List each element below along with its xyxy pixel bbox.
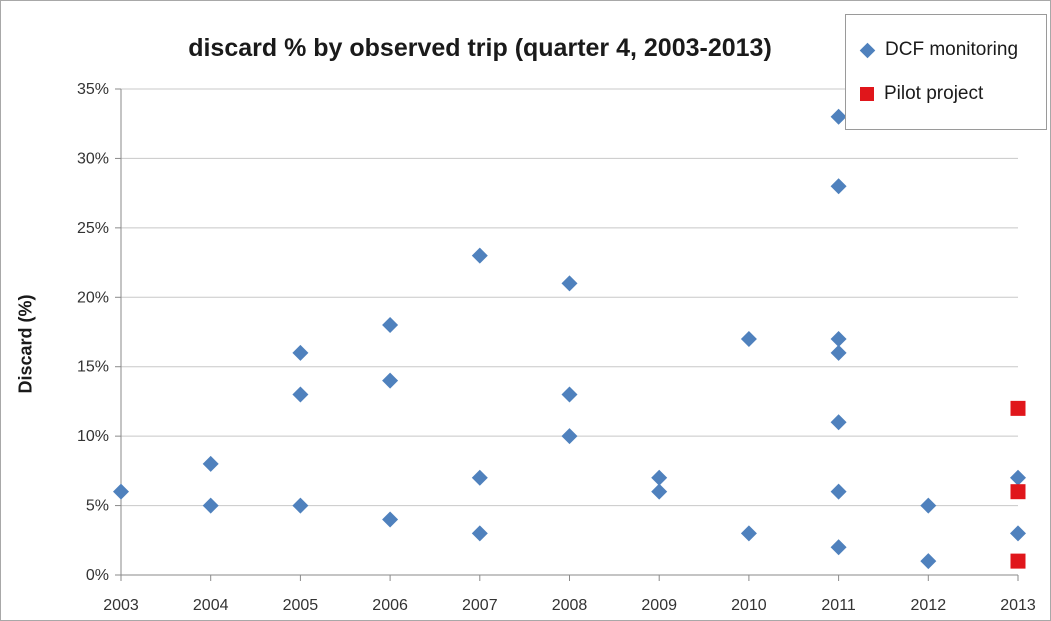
data-point-dcf-monitoring [202,455,219,472]
data-point-dcf-monitoring [113,483,129,500]
data-point-dcf-monitoring [830,330,847,347]
data-points [113,108,1026,570]
data-point-dcf-monitoring [830,108,847,125]
data-point-dcf-monitoring [920,497,937,514]
data-point-dcf-monitoring [561,275,578,292]
legend: DCF monitoring Pilot project [845,14,1047,130]
data-point-dcf-monitoring [382,317,399,334]
data-point-dcf-monitoring [561,386,578,403]
x-tick-label: 2006 [372,597,408,614]
legend-label: DCF monitoring [885,39,1019,60]
data-point-dcf-monitoring [471,247,488,264]
legend-label: Pilot project [884,83,984,104]
chart-title: discard % by observed trip (quarter 4, 2… [188,34,772,62]
x-tick-label: 2013 [1000,597,1036,614]
y-tick-label: 25% [77,220,109,237]
data-point-dcf-monitoring [471,469,488,486]
data-point-dcf-monitoring [471,525,488,542]
data-point-dcf-monitoring [740,330,757,347]
x-tick-labels: 2003 2004 2005 2006 2007 2008 2009 2010 2011 2012… [103,597,1036,614]
data-point-dcf-monitoring [382,511,399,528]
x-tick-label: 2003 [103,597,139,614]
axes [115,88,1019,581]
x-tick-label: 2007 [462,597,498,614]
data-point-dcf-monitoring [740,525,757,542]
data-point-dcf-monitoring [202,497,219,514]
x-tick-label: 2008 [552,597,588,614]
data-point-dcf-monitoring [1010,525,1026,542]
data-point-dcf-monitoring [830,539,847,556]
x-tick-label: 2011 [821,597,856,614]
legend-item-dcf-monitoring: DCF monitoring [859,39,1019,61]
data-point-dcf-monitoring [382,372,399,389]
x-tick-label: 2010 [731,597,767,614]
data-point-pilot-project [1010,553,1026,569]
data-point-pilot-project [1010,484,1026,500]
y-tick-label: 30% [77,150,109,167]
data-point-dcf-monitoring [651,483,668,500]
y-tick-labels: 0% 5% 10% 15% 20% 25% 30% 35% [77,81,109,584]
x-tick-label: 2012 [911,597,947,614]
data-point-dcf-monitoring [1010,469,1026,486]
data-point-dcf-monitoring [292,386,309,403]
data-point-dcf-monitoring [830,483,847,500]
data-point-dcf-monitoring [651,469,668,486]
y-tick-label: 35% [77,81,109,98]
data-point-pilot-project [1010,400,1026,416]
data-point-dcf-monitoring [561,428,578,445]
data-point-dcf-monitoring [830,344,847,361]
data-point-dcf-monitoring [830,414,847,431]
gridlines [121,88,1018,507]
data-point-dcf-monitoring [292,344,309,361]
y-tick-label: 20% [77,289,109,306]
diamond-marker-icon [859,42,876,58]
x-tick-label: 2005 [283,597,319,614]
x-tick-label: 2009 [641,597,677,614]
data-point-dcf-monitoring [920,553,937,570]
square-marker-icon [860,87,874,101]
x-tick-label: 2004 [193,597,229,614]
legend-item-pilot-project: Pilot project [860,83,983,105]
data-point-dcf-monitoring [830,178,847,195]
y-tick-label: 10% [77,428,109,445]
y-tick-label: 0% [86,567,109,584]
y-tick-label: 15% [77,359,109,376]
y-tick-label: 5% [86,498,109,515]
data-point-dcf-monitoring [292,497,309,514]
